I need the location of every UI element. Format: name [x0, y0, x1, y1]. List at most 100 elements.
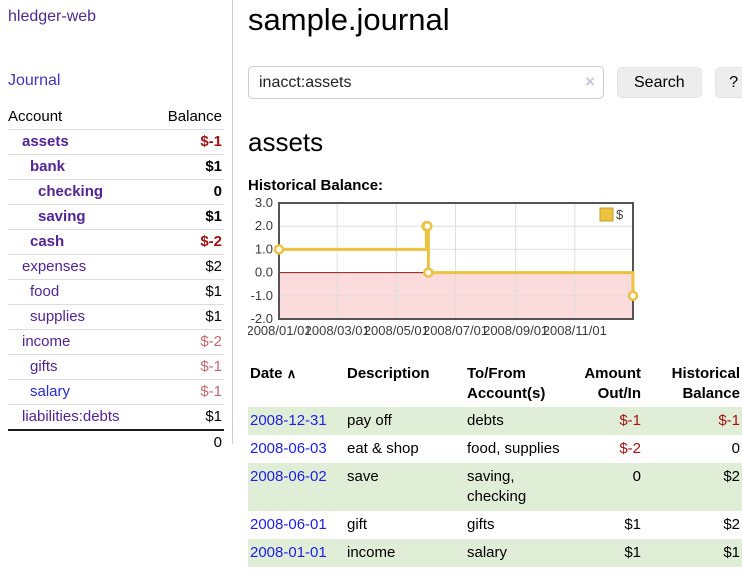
account-row: income $-2	[8, 329, 224, 355]
data-point	[627, 290, 639, 302]
transaction-amount: $1	[624, 544, 641, 561]
account-row: liabilities:debts $1	[8, 404, 224, 430]
transaction-amount: $-1	[619, 412, 641, 429]
account-link[interactable]: expenses	[22, 258, 87, 275]
transaction-accounts: food, supplies	[467, 440, 560, 457]
transaction-amount: $-2	[619, 440, 641, 457]
transaction-amount: $1	[624, 516, 641, 533]
y-tick-label: 3.0	[255, 197, 273, 210]
account-link[interactable]: saving	[38, 208, 86, 225]
transaction-accounts: saving, checking	[467, 468, 527, 505]
y-tick-label: 1.0	[255, 241, 273, 256]
account-link[interactable]: cash	[30, 233, 65, 250]
account-row: saving $1	[8, 204, 224, 230]
transaction-date-link[interactable]: 2008-06-01	[250, 516, 327, 533]
main-content: sample.journal × Search ? assets Histori…	[233, 0, 742, 582]
transaction-date-cell: 2008-06-01	[248, 511, 345, 539]
transaction-description: pay off	[347, 412, 392, 429]
account-heading: assets	[248, 127, 324, 157]
transaction-date-cell: 2008-06-02	[248, 463, 345, 511]
account-balance: $1	[157, 279, 224, 305]
register-header-balance: Historical Balance	[671, 365, 740, 402]
y-tick-label: 2.0	[255, 218, 273, 233]
accounts-table-header-row: Account Balance	[8, 104, 224, 130]
account-balance: $-2	[157, 329, 224, 355]
sidebar: hledger-web Journal Account Balance asse…	[0, 0, 233, 455]
transaction-amount: 0	[632, 468, 641, 485]
historical-balance-chart: $3.0 2.0 1.0 0.0 -1.0 -2.0 2008/01/01 2008/03/0…	[248, 197, 742, 347]
register-header-description: Description	[347, 365, 430, 382]
transaction-balance: 0	[731, 440, 740, 457]
x-tick-label: 2008/11/01	[543, 323, 607, 338]
account-link[interactable]: salary	[30, 383, 71, 400]
transaction-date-link[interactable]: 2008-12-31	[250, 412, 327, 429]
register-row: 2008-06-01 gift gifts $1 $2	[248, 511, 742, 539]
account-row: checking 0	[8, 179, 224, 205]
x-tick-label: 2008/05/01	[364, 323, 429, 338]
transaction-date-cell: 2008-06-03	[248, 435, 345, 463]
transaction-date-cell: 2008-01-01	[248, 539, 345, 567]
accounts-header-balance: Balance	[167, 108, 222, 125]
account-balance: $2	[157, 254, 224, 280]
transaction-balance: $2	[723, 468, 740, 485]
register-header-row: Date ∧ Description To/From Account(s) Am…	[248, 361, 742, 407]
account-link[interactable]: checking	[38, 183, 104, 200]
account-balance: $-2	[157, 229, 224, 255]
chart-title: Historical Balance:	[248, 177, 384, 194]
register-row: 2008-12-31 pay off debts $-1 $-1	[248, 407, 742, 435]
account-link[interactable]: supplies	[30, 308, 86, 325]
account-link[interactable]: bank	[30, 158, 66, 175]
account-link[interactable]: food	[30, 283, 60, 300]
transaction-balance: $-1	[718, 412, 740, 429]
account-row: assets $-1	[8, 129, 224, 155]
account-link[interactable]: assets	[22, 133, 69, 150]
account-row: salary $-1	[8, 379, 224, 405]
chart-canvas: $3.0 2.0 1.0 0.0 -1.0 -2.02008/01/012008/03/0…	[248, 197, 639, 338]
account-balance: $1	[157, 404, 224, 430]
x-tick-label: 2008/03/01	[305, 323, 370, 338]
register-row: 2008-01-01 income salary $1 $1	[248, 539, 742, 567]
account-link[interactable]: income	[22, 333, 71, 350]
transaction-accounts: salary	[467, 544, 508, 561]
account-balance: 0	[157, 179, 224, 205]
help-button[interactable]: ?	[714, 67, 742, 98]
accounts-header-account: Account	[8, 108, 63, 125]
legend-label: $	[616, 207, 624, 222]
sort-ascending-icon: ∧	[286, 366, 297, 381]
x-tick-label: 2008/07/01	[423, 323, 488, 338]
register-row: 2008-06-02 save saving, checking 0 $2	[248, 463, 742, 511]
transaction-accounts: debts	[467, 412, 504, 429]
account-balance: $1	[157, 204, 224, 230]
account-row: bank $1	[8, 154, 224, 180]
transaction-date-link[interactable]: 2008-06-02	[250, 468, 327, 485]
account-balance: $-1	[157, 354, 224, 380]
register-header-date[interactable]: Date ∧	[250, 365, 297, 382]
account-link[interactable]: liabilities:debts	[22, 408, 120, 425]
account-row: food $1	[8, 279, 224, 305]
clear-search-icon[interactable]: ×	[585, 72, 595, 91]
register-header-accounts: To/From Account(s)	[467, 365, 546, 402]
y-tick-label: 0.0	[255, 265, 273, 280]
search-box: ×	[248, 66, 604, 99]
transaction-date-link[interactable]: 2008-06-03	[250, 440, 327, 457]
y-tick-label: -2.0	[251, 311, 273, 326]
transaction-description: save	[347, 468, 379, 485]
page-title: sample.journal	[248, 2, 450, 37]
transaction-description: gift	[347, 516, 368, 533]
search-button[interactable]: Search	[617, 67, 702, 98]
data-point	[273, 244, 285, 255]
search-input[interactable]	[248, 66, 604, 99]
legend-swatch	[599, 207, 614, 222]
y-tick-label: -1.0	[251, 288, 273, 303]
account-row: expenses $2	[8, 254, 224, 280]
transaction-date-cell: 2008-12-31	[248, 407, 345, 435]
app-title-link[interactable]: hledger-web	[8, 8, 97, 25]
account-link[interactable]: gifts	[30, 358, 58, 375]
sidebar-item-journal[interactable]: Journal	[8, 72, 61, 89]
account-row: supplies $1	[8, 304, 224, 330]
transaction-accounts: gifts	[467, 516, 495, 533]
account-balance: $1	[157, 154, 224, 180]
transaction-date-link[interactable]: 2008-01-01	[250, 544, 327, 561]
data-point	[423, 267, 434, 278]
